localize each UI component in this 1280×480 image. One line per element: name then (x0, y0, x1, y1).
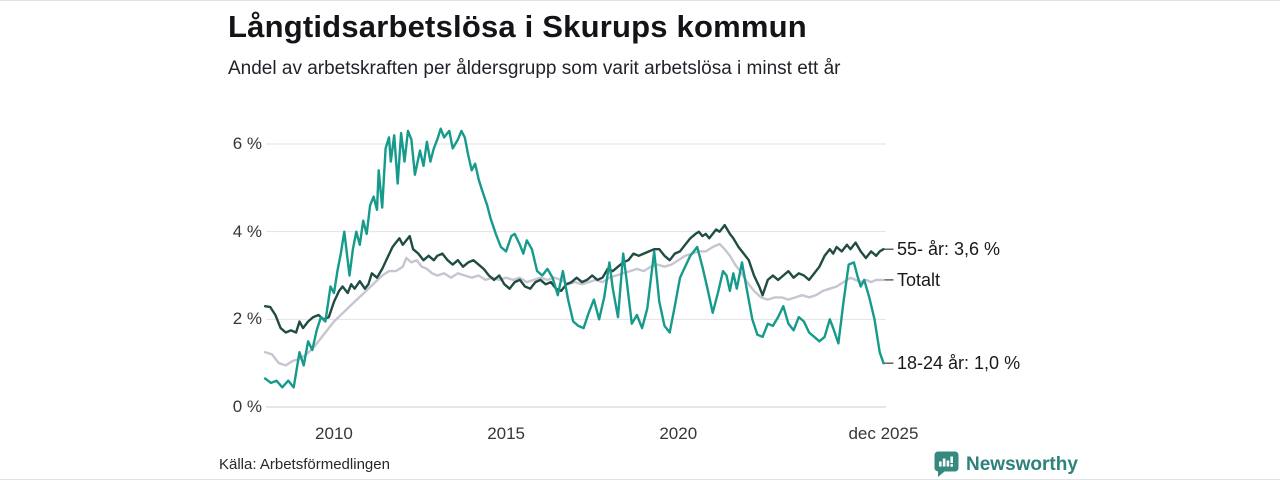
newsworthy-logo: Newsworthy (934, 451, 1078, 478)
y-axis-tick-label: 4 % (232, 221, 262, 241)
bar-chart-speech-bubble-icon (934, 451, 959, 477)
newsworthy-wordmark: Newsworthy (966, 453, 1078, 475)
x-axis-tick-label: dec 2025 (848, 424, 919, 443)
page-subtitle: Andel av arbetskraften per åldersgrupp s… (228, 58, 841, 79)
x-axis-tick-label: 2015 (487, 424, 526, 443)
y-axis-tick-label: 2 % (232, 309, 262, 329)
y-axis-tick-label: 0 % (232, 397, 262, 416)
series-label-18-24-ar: 18-24 år: 1,0 % (897, 353, 1021, 374)
y-axis-tick-label: 6 % (232, 134, 262, 154)
page-title: Långtidsarbetslösa i Skurups kommun (228, 9, 807, 44)
x-axis-tick-label: 2020 (659, 424, 698, 443)
series-label-totalt: Totalt (897, 269, 941, 290)
x-axis-tick-label: 2010 (315, 424, 353, 443)
source-note: Källa: Arbetsförmedlingen (219, 456, 390, 473)
series-label-55-ar: 55- år: 3,6 % (897, 239, 1001, 260)
